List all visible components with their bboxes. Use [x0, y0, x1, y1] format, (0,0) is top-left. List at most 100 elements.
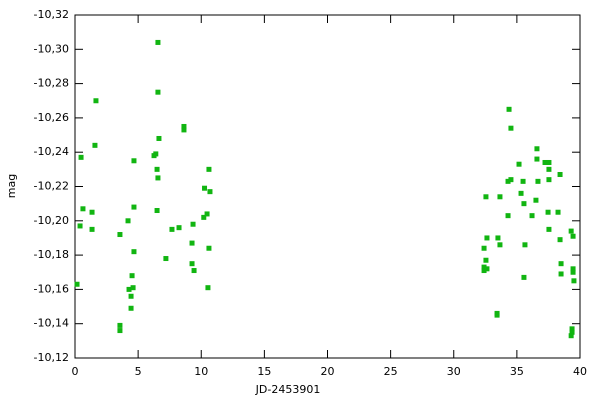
point [155, 39, 161, 45]
point [534, 156, 540, 162]
point [497, 194, 503, 200]
point [89, 209, 95, 215]
point [155, 89, 161, 95]
point [93, 98, 99, 104]
point [497, 242, 503, 248]
point [206, 245, 212, 251]
point [204, 211, 210, 217]
point [130, 285, 136, 291]
point [205, 285, 211, 291]
point [521, 201, 527, 207]
point [154, 208, 160, 214]
point [190, 221, 196, 227]
point [520, 178, 526, 184]
point [505, 178, 511, 184]
point [78, 154, 84, 160]
point [545, 209, 551, 215]
point [570, 266, 576, 272]
y-tick-label: -10,14 [34, 317, 69, 330]
point [494, 312, 500, 318]
point [568, 333, 574, 339]
point [535, 178, 541, 184]
point [571, 278, 577, 284]
point [207, 189, 213, 195]
point [131, 204, 137, 210]
point [529, 213, 535, 219]
y-tick-label: -10,16 [34, 282, 69, 295]
point [481, 245, 487, 251]
point [522, 242, 528, 248]
point [169, 226, 175, 232]
point [546, 226, 552, 232]
y-tick-label: -10,26 [34, 111, 69, 124]
point [546, 166, 552, 172]
x-tick-label: 20 [321, 365, 335, 378]
point [131, 158, 137, 164]
y-tick-label: -10,22 [34, 180, 69, 193]
x-tick-label: 35 [510, 365, 524, 378]
y-tick-label: -10,32 [34, 8, 69, 21]
point [156, 135, 162, 141]
point [569, 329, 575, 335]
point [521, 274, 527, 280]
point [505, 213, 511, 219]
point [154, 166, 160, 172]
point [189, 240, 195, 246]
point [202, 185, 208, 191]
point [546, 177, 552, 183]
point [128, 305, 134, 311]
point [191, 268, 197, 274]
point [558, 271, 564, 277]
x-tick-label: 25 [384, 365, 398, 378]
point [117, 328, 123, 334]
point [80, 206, 86, 212]
point [484, 266, 490, 272]
point [558, 261, 564, 267]
y-tick-label: -10,20 [34, 214, 69, 227]
point [129, 273, 135, 279]
point [77, 223, 83, 229]
point [201, 214, 207, 220]
y-tick-label: -10,30 [34, 42, 69, 55]
x-tick-label: 10 [194, 365, 208, 378]
point [533, 197, 539, 203]
point [481, 268, 487, 274]
point [570, 269, 576, 275]
point [176, 225, 182, 231]
point [542, 159, 548, 165]
point [155, 175, 161, 181]
x-tick-label: 30 [447, 365, 461, 378]
point [557, 171, 563, 177]
point [89, 226, 95, 232]
point [555, 209, 561, 215]
point [117, 232, 123, 238]
point [92, 142, 98, 148]
x-axis-label: JD-2453901 [255, 383, 321, 396]
x-tick-label: 0 [72, 365, 79, 378]
point [74, 281, 80, 287]
point [481, 264, 487, 270]
y-tick-label: -10,18 [34, 248, 69, 261]
point [181, 123, 187, 129]
y-axis-label: mag [5, 174, 18, 198]
point [181, 127, 187, 133]
point [569, 326, 575, 332]
point [131, 249, 137, 255]
point [518, 190, 524, 196]
point [206, 166, 212, 172]
point [117, 322, 123, 328]
plot-frame [74, 14, 581, 359]
point [568, 228, 574, 234]
y-tick-label: -10,12 [34, 351, 69, 364]
point [153, 151, 159, 157]
point [557, 237, 563, 243]
point [189, 261, 195, 267]
point [506, 106, 512, 112]
point [508, 125, 514, 131]
point [163, 256, 169, 262]
point [495, 235, 501, 241]
point [128, 293, 134, 299]
point [570, 233, 576, 239]
point [534, 146, 540, 152]
